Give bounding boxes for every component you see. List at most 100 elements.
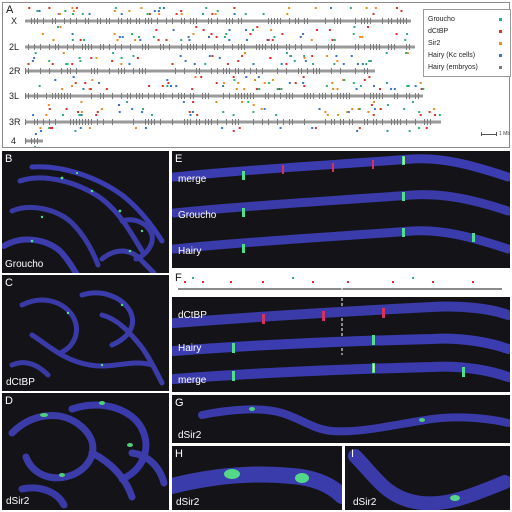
hairy-embryo-tick [415, 119, 416, 125]
hairy-embryo-tick [373, 119, 374, 125]
hairy-embryo-tick [376, 93, 377, 99]
binding-site-mark [116, 39, 119, 41]
hairy-embryo-tick [148, 44, 149, 50]
hairy-embryo-tick [40, 44, 41, 50]
hairy-embryo-tick [244, 68, 245, 74]
binding-site-mark [263, 82, 266, 84]
binding-site-mark [56, 26, 59, 28]
binding-site-mark [337, 114, 340, 116]
binding-site-mark [71, 85, 74, 87]
chromosome-label-3r: 3R [9, 117, 21, 127]
hairy-embryo-tick [148, 119, 149, 125]
panel-d-chromosome-spread [8, 401, 168, 509]
hairy-embryo-tick [259, 44, 260, 50]
binding-site-mark [368, 76, 371, 78]
binding-site-mark [358, 108, 361, 110]
binding-site-mark [80, 114, 83, 116]
hairy-embryo-tick [298, 68, 299, 74]
hairy-embryo-tick [148, 18, 149, 24]
binding-site-mark [314, 7, 317, 9]
hairy-embryo-tick [223, 93, 224, 99]
hairy-embryo-tick [61, 68, 62, 74]
panel-e-chromosome-strips [172, 154, 510, 254]
binding-site-mark [418, 127, 421, 129]
hairy-embryo-tick [121, 18, 122, 24]
hairy-embryo-tick [379, 44, 380, 50]
hairy-embryo-tick [166, 18, 167, 24]
hairy-embryo-tick [34, 18, 35, 24]
binding-site-mark [333, 63, 336, 65]
binding-site-mark [302, 82, 305, 84]
binding-site-mark [372, 114, 375, 116]
binding-site-mark [150, 114, 153, 116]
binding-site-mark [271, 39, 274, 41]
binding-site-mark [312, 63, 315, 65]
hairy-embryo-tick [103, 119, 104, 125]
binding-site-mark [290, 55, 293, 57]
hairy-embryo-tick [256, 68, 257, 74]
panel-h-micrograph: H dSir2 [172, 446, 342, 510]
hairy-embryo-tick [286, 44, 287, 50]
hairy-embryo-tick [370, 18, 371, 24]
binding-site-mark [325, 85, 328, 87]
hairy-embryo-tick [337, 93, 338, 99]
hairy-embryo-tick [289, 93, 290, 99]
binding-site-mark [293, 60, 296, 62]
binding-site-mark [222, 111, 225, 113]
hairy-embryo-tick [196, 119, 197, 125]
binding-site-mark [368, 60, 371, 62]
binding-site-mark [252, 63, 255, 65]
binding-site-mark [299, 36, 302, 38]
binding-site-mark [233, 13, 236, 15]
hairy-embryo-tick [307, 68, 308, 74]
binding-site-mark [372, 101, 375, 103]
hairy-embryo-tick [241, 44, 242, 50]
binding-site-mark [61, 88, 64, 90]
binding-site-mark [205, 7, 208, 9]
binding-site-mark [200, 76, 203, 78]
hairy-embryo-tick [277, 119, 278, 125]
hairy-embryo-tick [208, 93, 209, 99]
panel-b-chromosome-spread [2, 164, 165, 273]
panel-g-chromosome-strip [198, 405, 510, 436]
binding-site-mark [62, 114, 65, 116]
binding-site-mark [255, 88, 258, 90]
binding-site-mark [82, 88, 85, 90]
hairy-embryo-tick [103, 44, 104, 50]
hairy-embryo-tick [328, 44, 329, 50]
hairy-embryo-tick [211, 119, 212, 125]
binding-site-mark [318, 108, 321, 110]
hairy-embryo-tick [226, 18, 227, 24]
hairy-embryo-tick [292, 119, 293, 125]
binding-site-mark [157, 39, 160, 41]
binding-site-mark [374, 7, 377, 9]
binding-site-mark [52, 39, 55, 41]
hairy-embryo-tick [127, 18, 128, 24]
hairy-embryo-tick [112, 93, 113, 99]
hairy-embryo-tick [232, 18, 233, 24]
binding-site-mark [279, 127, 282, 129]
hairy-embryo-tick [217, 119, 218, 125]
binding-site-mark [134, 39, 137, 41]
hairy-embryo-tick [388, 18, 389, 24]
hairy-embryo-tick [151, 119, 152, 125]
hairy-embryo-tick [217, 68, 218, 74]
panel-h-letter: H [175, 448, 183, 460]
hairy-embryo-tick [100, 44, 101, 50]
binding-site-mark [222, 82, 225, 84]
hairy-embryo-tick [427, 119, 428, 125]
binding-site-mark [433, 108, 436, 110]
binding-site-mark [88, 88, 91, 90]
hairy-embryo-tick [160, 44, 161, 50]
hairy-embryo-tick [112, 119, 113, 125]
binding-site-mark [71, 63, 74, 65]
panel-a-genome-map: A X 2L 2R 3L 3R 4 Groucho dCtBP Sir2 Hai… [2, 2, 511, 148]
hairy-embryo-tick [40, 68, 41, 74]
hairy-embryo-tick [238, 93, 239, 99]
binding-site-mark [361, 63, 364, 65]
hairy-embryo-tick [67, 68, 68, 74]
binding-site-mark [146, 13, 149, 15]
hairy-embryo-tick [46, 93, 47, 99]
binding-site-mark [90, 57, 93, 59]
panel-i-letter: I [351, 448, 355, 460]
